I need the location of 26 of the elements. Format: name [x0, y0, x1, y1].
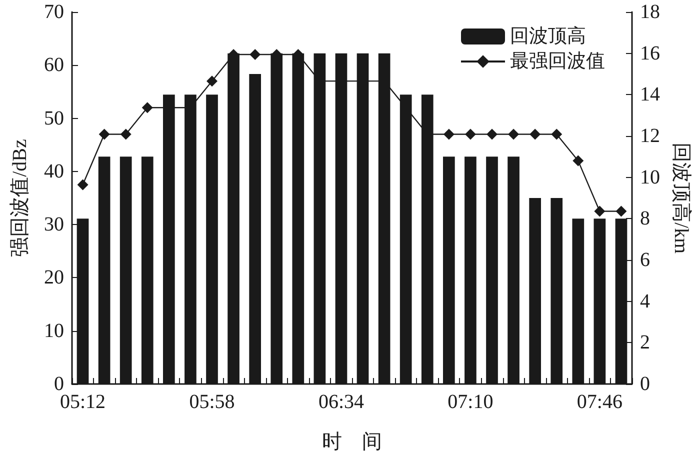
legend-label: 回波顶高	[510, 25, 586, 47]
x-tick-label: 07:10	[448, 391, 494, 413]
y2-tick-label: 2	[640, 332, 650, 354]
y2-tick-label: 18	[640, 1, 660, 23]
x-axis-title: 时 间	[322, 431, 382, 453]
y-tick-label: 30	[44, 214, 64, 236]
y-tick-label: 40	[44, 160, 64, 182]
x-tick-label: 06:34	[318, 391, 364, 413]
y2-tick-label: 6	[640, 249, 650, 271]
y-tick-label: 50	[44, 107, 64, 130]
y2-tick-label: 4	[640, 290, 650, 312]
y2-tick-label: 14	[640, 84, 660, 106]
x-tick-label: 07:46	[576, 391, 622, 413]
x-tick-label: 05:58	[189, 391, 235, 413]
y2-tick-label: 16	[640, 42, 660, 64]
y-tick-label: 60	[44, 54, 64, 76]
y-axis-title: 强回波值/dBz	[9, 138, 31, 257]
y2-tick-label: 8	[640, 208, 650, 230]
y-tick-label: 10	[44, 320, 64, 342]
y2-tick-label: 0	[640, 373, 650, 395]
y-tick-label: 20	[44, 266, 64, 289]
y2-tick-label: 10	[640, 166, 660, 188]
y2-tick-label: 12	[640, 125, 660, 147]
legend-label: 最强回波值	[510, 51, 605, 72]
y2-axis-title: 回波顶高/km	[670, 142, 693, 254]
y-tick-label: 70	[44, 1, 64, 23]
